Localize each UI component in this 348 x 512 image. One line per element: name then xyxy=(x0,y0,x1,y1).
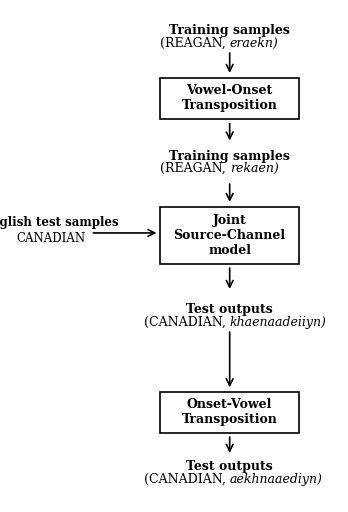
FancyBboxPatch shape xyxy=(160,207,299,264)
Text: (CANADIAN,: (CANADIAN, xyxy=(144,315,230,329)
Text: eraekn): eraekn) xyxy=(230,36,278,50)
Text: khaenaadeiiyn): khaenaadeiiyn) xyxy=(230,315,326,329)
Text: (REAGAN,: (REAGAN, xyxy=(160,36,230,50)
Text: rekaen): rekaen) xyxy=(230,162,278,175)
Text: Training samples: Training samples xyxy=(169,150,290,163)
Text: aekhnaaediyn): aekhnaaediyn) xyxy=(230,473,323,486)
Text: Joint
Source-Channel
model: Joint Source-Channel model xyxy=(174,214,286,257)
Text: (REAGAN,: (REAGAN, xyxy=(160,162,230,175)
Text: Vowel-Onset
Transposition: Vowel-Onset Transposition xyxy=(182,84,278,112)
Text: Test outputs: Test outputs xyxy=(186,460,273,474)
Text: Onset-Vowel
Transposition: Onset-Vowel Transposition xyxy=(182,398,278,426)
Text: English test samples: English test samples xyxy=(0,216,119,229)
FancyBboxPatch shape xyxy=(160,392,299,433)
Text: Training samples: Training samples xyxy=(169,24,290,37)
Text: Test outputs: Test outputs xyxy=(186,303,273,316)
Text: (CANADIAN,: (CANADIAN, xyxy=(144,473,230,486)
FancyBboxPatch shape xyxy=(160,78,299,119)
Text: CANADIAN: CANADIAN xyxy=(16,231,85,245)
